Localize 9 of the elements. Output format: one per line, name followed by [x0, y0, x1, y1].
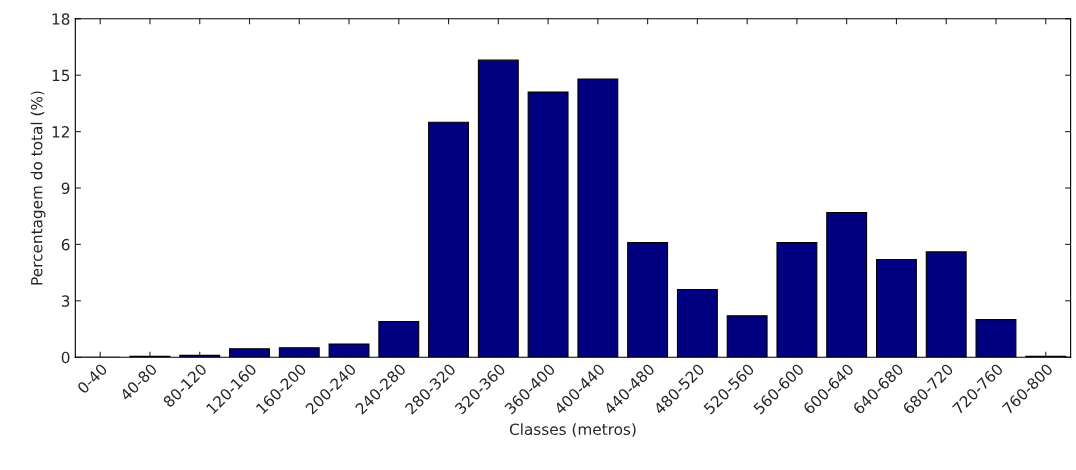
x-axis-title: Classes (metros) [509, 423, 636, 437]
y-tick-label: 9 [61, 182, 70, 195]
y-tick-label: 6 [61, 238, 70, 251]
y-axis-title: Percentagem do total (%) [30, 91, 46, 285]
y-tick-label: 18 [52, 13, 70, 25]
y-tick-label: 12 [52, 126, 69, 138]
y-tick-label: 0 [61, 351, 70, 364]
y-tick-label: 15 [52, 69, 70, 82]
y-tick-label: 3 [61, 295, 70, 307]
